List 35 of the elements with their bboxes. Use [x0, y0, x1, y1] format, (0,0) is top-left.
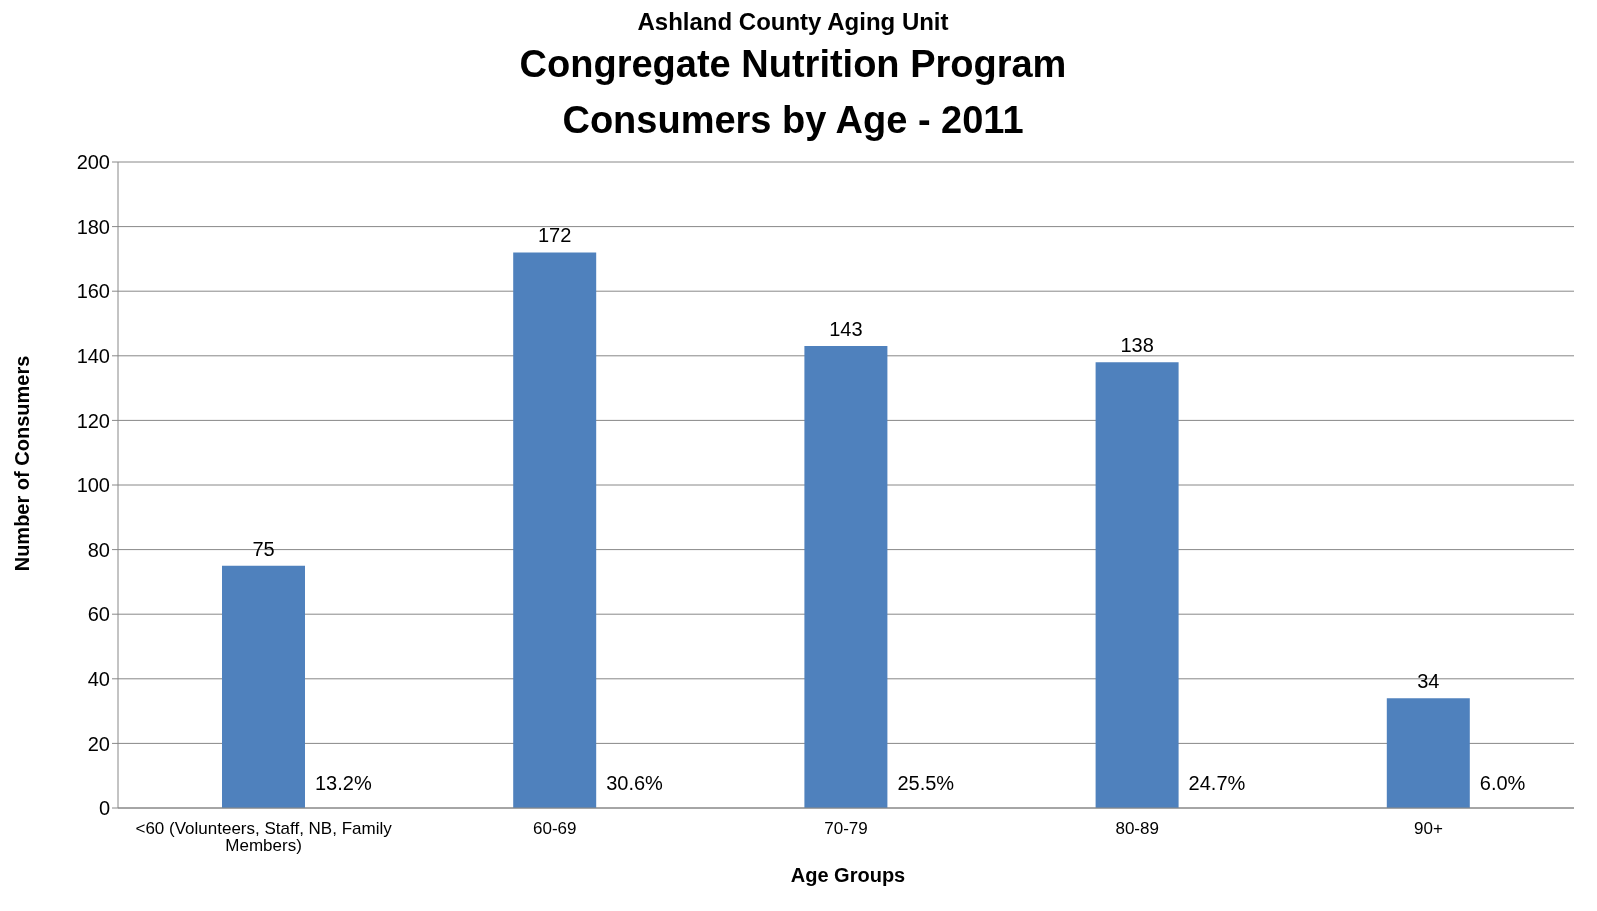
y-tick-label: 140	[76, 344, 110, 367]
y-tick-label: 60	[87, 603, 110, 626]
annotation: 24.7%	[1188, 772, 1246, 794]
chart-subtitle: Ashland County Aging Unit	[636, 8, 950, 36]
x-tick-label: 80-89	[1115, 819, 1159, 839]
y-tick-label: 0	[98, 797, 110, 820]
annotation: 25.5%	[897, 772, 955, 794]
y-tick-label: 20	[87, 732, 110, 755]
chart-title: Congregate Nutrition Program Consumers by Age - 2011	[518, 42, 1068, 143]
y-tick-label: 180	[76, 215, 110, 238]
bar	[222, 565, 305, 808]
bar	[804, 346, 888, 808]
y-tick-label: 160	[76, 280, 110, 303]
y-tick-label: 100	[76, 474, 110, 497]
bar	[1095, 362, 1179, 808]
y-tick-label: 40	[87, 667, 110, 690]
data-label: 172	[538, 224, 572, 247]
annotation: 6.0%	[1479, 772, 1526, 794]
x-tick-label: 70-79	[824, 819, 868, 839]
y-tick-label: 80	[87, 538, 110, 561]
x-tick-label: 90+	[1413, 819, 1443, 839]
x-tick-label: 60-69	[533, 819, 577, 839]
y-tick-label: 200	[76, 151, 110, 174]
annotation: 30.6%	[606, 772, 664, 794]
data-label: 75	[252, 537, 275, 560]
data-label: 34	[1417, 670, 1440, 693]
y-tick-label: 120	[76, 409, 110, 432]
data-label: 143	[829, 318, 863, 341]
x-axis-title: Age Groups	[789, 864, 907, 887]
bar	[513, 252, 597, 808]
y-axis-title: Number of Consumers	[11, 355, 35, 571]
bar	[1386, 698, 1470, 808]
annotation: 13.2%	[315, 772, 372, 794]
x-tick-label: <60 (Volunteers, Staff, NB, Family Members)	[135, 819, 393, 856]
data-label: 138	[1120, 334, 1154, 357]
